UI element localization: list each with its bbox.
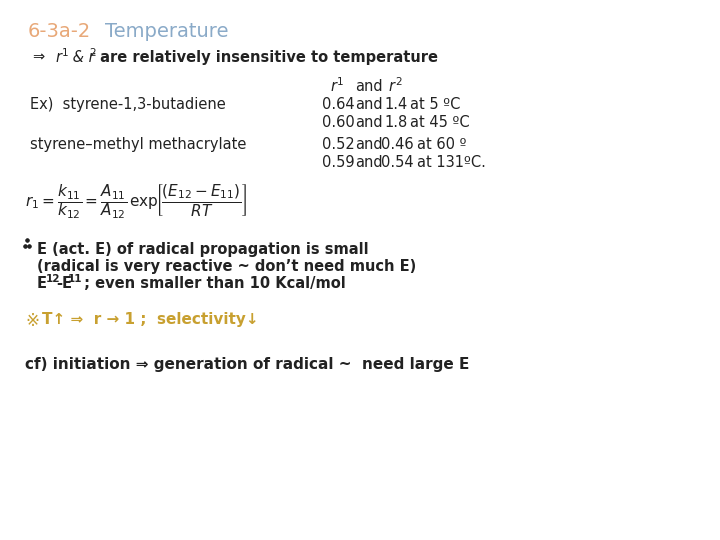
Text: ; even smaller than 10 Kcal/mol: ; even smaller than 10 Kcal/mol: [79, 276, 346, 291]
Text: 11: 11: [68, 274, 83, 284]
Text: $r_1 = \dfrac{k_{11}}{k_{12}} = \dfrac{A_{11}}{A_{12}}\,\mathrm{exp}\!\left[\dfr: $r_1 = \dfrac{k_{11}}{k_{12}} = \dfrac{A…: [25, 182, 248, 221]
Text: at 60 º: at 60 º: [417, 137, 467, 152]
Text: 1.8: 1.8: [384, 115, 408, 130]
Text: Temperature: Temperature: [105, 22, 228, 41]
Text: and: and: [355, 79, 382, 94]
Text: at 131ºC.: at 131ºC.: [417, 155, 486, 170]
Text: ※: ※: [25, 312, 39, 330]
Text: and: and: [355, 155, 382, 170]
Text: at 5 ºC: at 5 ºC: [410, 97, 460, 112]
Text: -E: -E: [56, 276, 72, 291]
Text: Ex)  styrene-1,3-butadiene: Ex) styrene-1,3-butadiene: [30, 97, 226, 112]
Text: E: E: [37, 276, 47, 291]
Text: cf) initiation ⇒ generation of radical ~  need large E: cf) initiation ⇒ generation of radical ~…: [25, 357, 469, 372]
Text: & r: & r: [68, 50, 94, 65]
Text: at 45 ºC: at 45 ºC: [410, 115, 469, 130]
Text: 12: 12: [46, 274, 60, 284]
Text: 0.59: 0.59: [322, 155, 355, 170]
Text: r: r: [55, 50, 61, 65]
Text: 6-3a-2: 6-3a-2: [28, 22, 91, 41]
Text: 0.52: 0.52: [322, 137, 355, 152]
Text: 2: 2: [395, 77, 402, 87]
Text: 1: 1: [62, 48, 68, 58]
Text: ⇒: ⇒: [32, 50, 44, 65]
Text: (radical is very reactive ~ don’t need much E): (radical is very reactive ~ don’t need m…: [37, 259, 416, 274]
Text: r: r: [330, 79, 336, 94]
Text: and: and: [355, 115, 382, 130]
Text: T↑ ⇒  r → 1 ;  selectivity↓: T↑ ⇒ r → 1 ; selectivity↓: [42, 312, 258, 327]
Text: and: and: [355, 97, 382, 112]
Text: 0.64: 0.64: [322, 97, 355, 112]
Text: 1: 1: [337, 77, 343, 87]
Text: and: and: [355, 137, 382, 152]
Text: E (act. E) of radical propagation is small: E (act. E) of radical propagation is sma…: [37, 242, 369, 257]
Text: are relatively insensitive to temperature: are relatively insensitive to temperatur…: [95, 50, 438, 65]
Text: 1.4: 1.4: [384, 97, 408, 112]
Text: 0.60: 0.60: [322, 115, 355, 130]
Text: r: r: [388, 79, 394, 94]
Text: 0.46: 0.46: [381, 137, 413, 152]
Text: styrene–methyl methacrylate: styrene–methyl methacrylate: [30, 137, 246, 152]
Text: 2: 2: [89, 48, 96, 58]
Text: 0.54: 0.54: [381, 155, 413, 170]
